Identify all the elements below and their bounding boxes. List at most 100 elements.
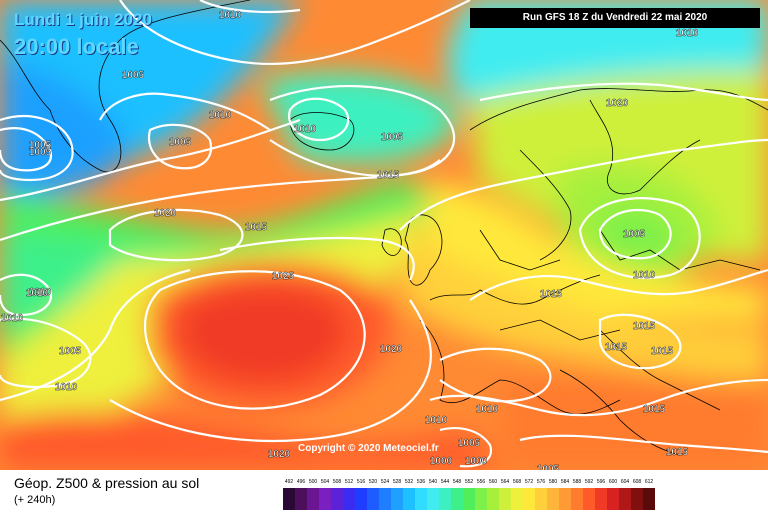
scale-step: 520 [367,478,379,510]
scale-step-label: 596 [595,478,607,486]
scale-step-swatch [643,488,655,510]
scale-step: 588 [571,478,583,510]
scale-step-swatch [343,488,355,510]
scale-step: 608 [631,478,643,510]
isobar-label: 1005 [458,438,481,449]
scale-step-label: 512 [343,478,355,486]
isobar-label: 1015 [245,222,268,233]
scale-step-swatch [319,488,331,510]
scale-step-swatch [571,488,583,510]
isobar-label: 1015 [605,342,628,353]
scale-step-swatch [331,488,343,510]
scale-step: 612 [643,478,655,510]
scale-step: 512 [343,478,355,510]
scale-step: 576 [535,478,547,510]
scale-step-label: 560 [487,478,499,486]
scale-step: 516 [355,478,367,510]
isobar-label: 1010 [209,110,232,121]
isobar-label: 1010 [676,28,699,39]
forecast-date: Lundi 1 juin 2020 [14,10,152,29]
isobar-label: 1005 [59,346,82,357]
scale-step-label: 496 [295,478,307,486]
isobar-label: 1010 [425,415,448,426]
isobar-label: 1000 [465,456,488,467]
scale-step-label: 504 [319,478,331,486]
isobar-label: 1015 [666,447,689,458]
scale-step-label: 520 [367,478,379,486]
scale-step-label: 572 [523,478,535,486]
scale-step: 556 [475,478,487,510]
scale-step-swatch [379,488,391,510]
scale-step-swatch [523,488,535,510]
scale-step-label: 592 [583,478,595,486]
scale-step-label: 548 [451,478,463,486]
scale-step: 548 [451,478,463,510]
isobar-label: 1010 [1,313,24,324]
scale-step-label: 600 [607,478,619,486]
scale-step-swatch [439,488,451,510]
scale-step-swatch [511,488,523,510]
scale-step: 600 [607,478,619,510]
isobar-label: 1010 [26,288,49,299]
scale-step-swatch [463,488,475,510]
scale-step-swatch [595,488,607,510]
isobar-label: 1005 [29,147,52,158]
scale-step: 544 [439,478,451,510]
scale-step: 552 [463,478,475,510]
scale-step-swatch [547,488,559,510]
scale-step: 580 [547,478,559,510]
scale-step: 584 [559,478,571,510]
isobar-label: 1020 [154,208,177,219]
scale-step-swatch [415,488,427,510]
scale-step: 540 [427,478,439,510]
scale-step-label: 536 [415,478,427,486]
isobar-label: 1015 [540,289,563,300]
color-scale: 492 496 500 504 508 512 516 520 524 528 532 536 540 5… [283,478,655,510]
scale-step-label: 492 [283,478,295,486]
scale-step-label: 532 [403,478,415,486]
scale-step: 572 [523,478,535,510]
scale-step: 528 [391,478,403,510]
scale-step: 532 [403,478,415,510]
scale-step-label: 604 [619,478,631,486]
scale-step-label: 516 [355,478,367,486]
scale-step-label: 524 [379,478,391,486]
isobar-label: 1020 [380,344,403,355]
coastlines [0,0,768,456]
legend-title: Géop. Z500 & pression au sol [14,475,200,491]
scale-step: 564 [499,478,511,510]
scale-step: 504 [319,478,331,510]
scale-step: 604 [619,478,631,510]
map-canvas: 1010 1005 1005 1010 1010 1005 1005 1015 … [0,0,768,470]
scale-step-swatch [391,488,403,510]
scale-step-label: 556 [475,478,487,486]
scale-step-swatch [583,488,595,510]
scale-step-label: 584 [559,478,571,486]
isobar-label: 1005 [381,132,404,143]
scale-step-label: 544 [439,478,451,486]
scale-step: 508 [331,478,343,510]
isobar-label: 1010 [294,124,317,135]
isobar-label: 1015 [643,404,666,415]
isobar-label: 1005 [537,464,560,470]
scale-step: 592 [583,478,595,510]
scale-step-swatch [619,488,631,510]
scale-step-swatch [307,488,319,510]
run-info-banner: Run GFS 18 Z du Vendredi 22 mai 2020 [470,8,760,28]
isobar-label: 1010 [633,270,656,281]
scale-step-swatch [475,488,487,510]
scale-step: 560 [487,478,499,510]
scale-step-swatch [367,488,379,510]
isobar-label: 1010 [29,287,52,298]
isobar-label: 1005 [623,229,646,240]
isobar-label: 1020 [606,98,629,109]
forecast-lead-time: (+ 240h) [14,494,56,506]
scale-step-swatch [451,488,463,510]
scale-step: 500 [307,478,319,510]
isobar-label: 1015 [651,346,674,357]
scale-step-swatch [535,488,547,510]
scale-step: 536 [415,478,427,510]
scale-step: 496 [295,478,307,510]
scale-step-swatch [499,488,511,510]
isobar-label: 1025 [272,271,295,282]
